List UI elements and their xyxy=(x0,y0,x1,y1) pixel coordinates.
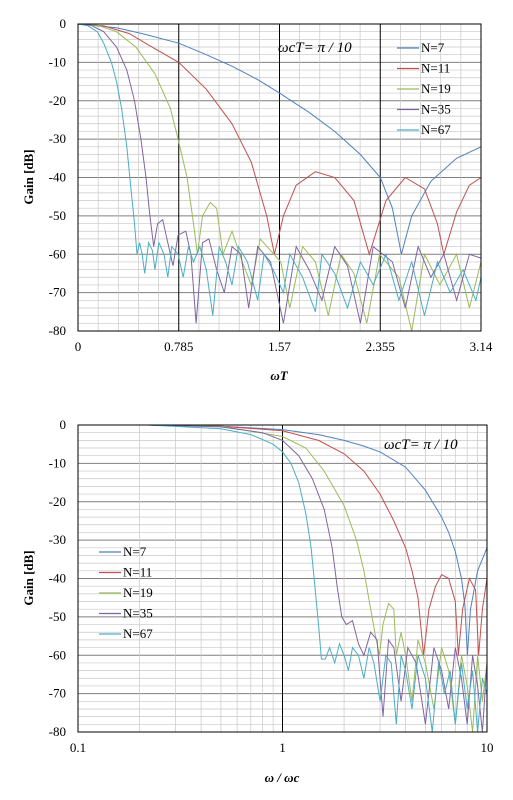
chart-top: 0 -10 -20 -30 -40 -50 -60 -70 -80 0 0.785 1.57 2.35… xyxy=(21,16,493,383)
series-line-n7 xyxy=(77,23,482,255)
y-tick-label: -40 xyxy=(49,571,66,586)
legend-label: N=11 xyxy=(421,61,450,76)
x-axis-label-bottom: ω / ωc xyxy=(265,770,300,785)
series-line-n19 xyxy=(77,23,482,332)
series-group-top xyxy=(77,23,482,332)
x-ticks-bottom: 0.1 1 10 xyxy=(70,740,494,755)
x-tick-label: 0.785 xyxy=(164,339,193,354)
y-tick-label: -30 xyxy=(49,131,66,146)
y-tick-label: 0 xyxy=(60,16,67,31)
chart-bottom: 0 -10 -20 -30 -40 -50 -60 -70 -80 0.1 1 10 Gain [d… xyxy=(21,417,494,785)
series-line-n19 xyxy=(147,424,488,733)
x-tick-label: 10 xyxy=(481,740,494,755)
series-line-n67 xyxy=(77,23,482,316)
x-tick-label: 0 xyxy=(75,339,82,354)
grid-bottom xyxy=(78,424,487,733)
y-tick-label: -50 xyxy=(49,609,66,624)
x-tick-label: 0.1 xyxy=(70,740,86,755)
x-tick-label: 1.57 xyxy=(268,339,291,354)
legend-label: N=19 xyxy=(421,81,451,96)
x-tick-label: 2.355 xyxy=(366,339,395,354)
y-tick-label: -80 xyxy=(49,323,66,338)
legend-label: N=11 xyxy=(123,565,152,580)
y-tick-label: -70 xyxy=(49,686,66,701)
annotation-bottom: ωcT= π / 10 xyxy=(384,437,458,453)
y-tick-label: -70 xyxy=(49,285,66,300)
legend-label: N=35 xyxy=(421,102,451,117)
y-axis-label-top: Gain [dB] xyxy=(21,149,36,204)
y-ticks-bottom: 0 -10 -20 -30 -40 -50 -60 -70 -80 xyxy=(49,417,66,739)
y-tick-label: -20 xyxy=(49,494,66,509)
y-tick-label: 0 xyxy=(60,417,67,432)
y-tick-label: -80 xyxy=(49,724,66,739)
legend-label: N=7 xyxy=(123,544,147,559)
series-line-n35 xyxy=(77,23,482,324)
x-ticks-top: 0 0.785 1.57 2.355 3.14 xyxy=(75,339,493,354)
series-line-n11 xyxy=(77,23,482,257)
series-group-bottom xyxy=(147,424,488,733)
series-line-n11 xyxy=(147,424,488,656)
y-tick-label: -50 xyxy=(49,208,66,223)
y-tick-label: -60 xyxy=(49,647,66,662)
y-tick-label: -30 xyxy=(49,532,66,547)
legend-label: N=19 xyxy=(123,585,153,600)
y-tick-label: -20 xyxy=(49,93,66,108)
legend-label: N=67 xyxy=(123,626,153,641)
y-axis-label-bottom: Gain [dB] xyxy=(21,550,36,605)
plot-frame-top xyxy=(77,23,482,332)
legend-top: N=7 N=11 N=19 N=35 N=67 xyxy=(397,40,451,137)
x-axis-label-top: ωT xyxy=(270,368,288,383)
y-ticks-top: 0 -10 -20 -30 -40 -50 -60 -70 -80 xyxy=(49,16,66,338)
series-line-n7 xyxy=(147,424,488,656)
y-tick-label: -40 xyxy=(49,170,66,185)
y-tick-label: -10 xyxy=(49,455,66,470)
series-line-n67 xyxy=(147,424,488,733)
legend-label: N=67 xyxy=(421,122,451,137)
legend-label: N=35 xyxy=(123,606,153,621)
legend-bottom: N=7 N=11 N=19 N=35 N=67 xyxy=(99,544,153,641)
y-tick-label: -60 xyxy=(49,246,66,261)
y-tick-label: -10 xyxy=(49,54,66,69)
annotation-top: ωcT= π / 10 xyxy=(278,40,352,56)
x-tick-label: 1 xyxy=(279,740,286,755)
x-tick-label: 3.14 xyxy=(470,339,493,354)
plot-frame-bottom xyxy=(77,424,488,733)
legend-label: N=7 xyxy=(421,40,445,55)
series-line-n35 xyxy=(147,424,488,733)
